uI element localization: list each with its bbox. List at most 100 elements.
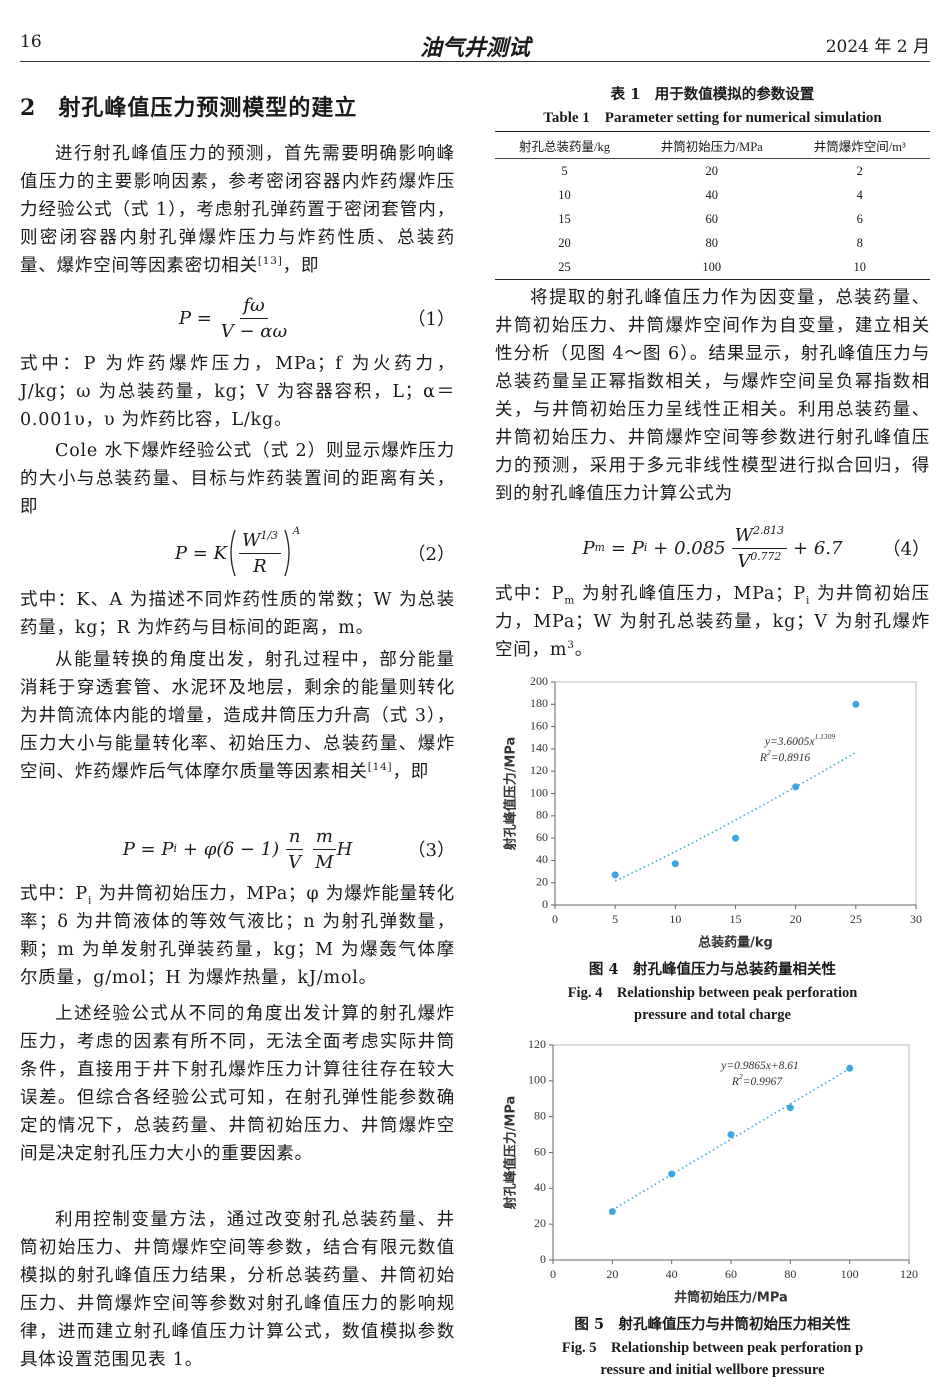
paren — [230, 529, 236, 577]
data-point — [852, 700, 860, 708]
y-tick-label: 180 — [530, 696, 548, 710]
table-cell: 2 — [856, 163, 863, 178]
table-cell: 25 — [495, 255, 634, 280]
fraction: W2.813 V0.772 — [731, 523, 788, 572]
annotation-exponent: 1.1309 — [814, 732, 835, 741]
y-tick-label: 100 — [528, 1073, 546, 1087]
text-run: Cole 水下爆炸经验公式（式 2）则显示爆炸压力的大小与总装药量、目标与炸药装… — [20, 441, 455, 517]
annotation-exponent: 2 — [767, 748, 771, 757]
data-point — [727, 1131, 735, 1139]
trendline — [611, 1067, 851, 1211]
table-cell: 15 — [558, 211, 571, 226]
outer-exponent: A — [292, 526, 301, 537]
subscript: i — [805, 594, 811, 607]
header-row: 射孔总装药量/kg 井筒初始压力/MPa 井筒爆炸空间/m³ — [495, 131, 930, 159]
y-tick-label: 60 — [534, 1144, 546, 1158]
table-cell: 5 — [561, 163, 568, 178]
paragraph: 式中：K、A 为描述不同炸药性质的常数；W 为总装药量，kg；R 为炸药与目标间… — [20, 586, 455, 642]
data-point — [786, 1104, 794, 1112]
parameter-table: 射孔总装药量/kg 井筒初始压力/MPa 井筒爆炸空间/m³ 5 20 2 10 40 4 15 6… — [495, 131, 930, 280]
text-run: 式中：P — [20, 884, 88, 904]
shape — [284, 529, 290, 577]
paragraph: 式中：Pi 为井筒初始压力，MPa；φ 为爆炸能量转化率；δ 为井筒液体的等效气… — [20, 880, 455, 992]
text-run: ，即 — [282, 256, 320, 276]
text-run: 为井筒初始压力，MPa；W 为射孔总装药量，kg；V 为射孔爆炸空间，m — [495, 584, 930, 660]
chart: 0 20 40 60 80 100 120 140 160 180 200 0 5 10 15 20 25 30 总… — [503, 674, 923, 951]
x-tick-label: 0 — [550, 1267, 556, 1281]
numerator: fω — [240, 295, 268, 319]
paren — [284, 529, 290, 577]
x-tick-label: 100 — [841, 1267, 859, 1281]
y-tick-label: 80 — [536, 808, 548, 822]
column-header: 射孔总装药量/kg — [495, 131, 634, 159]
section-heading: 2 射孔峰值压力预测模型的建立 — [20, 90, 357, 122]
x-tick-label: 15 — [730, 912, 742, 926]
annotation-text: y=0.9865x+8.61 — [720, 1060, 798, 1072]
caption-line: pressure and total charge — [634, 1007, 791, 1023]
superscript: 3 — [567, 639, 575, 652]
superscript: [13] — [257, 255, 283, 268]
table-cell: 20 — [705, 163, 719, 178]
chart: 0 20 40 60 80 100 120 0 20 40 60 80 100 120 井筒初始压力/MPa… — [503, 1037, 919, 1306]
text-run: 。 — [574, 640, 594, 660]
exponent: 0.772 — [750, 549, 782, 563]
y-tick-label: 0 — [542, 897, 548, 911]
y-tick-label: 40 — [536, 852, 548, 866]
y-tick-label: 100 — [530, 785, 548, 799]
x-tick-label: 80 — [784, 1267, 796, 1281]
table-caption-cn: 表 1 用于数值模拟的参数设置 — [610, 86, 815, 103]
journal-title: 油气井测试 — [419, 35, 530, 61]
x-tick-label: 30 — [910, 912, 922, 926]
shape — [230, 529, 236, 577]
table-row: 20 80 8 — [495, 231, 930, 255]
x-axis-label: 总装药量/kg — [698, 935, 773, 951]
equation-number: （3） — [407, 840, 455, 861]
equation-number: （2） — [407, 544, 455, 565]
table-caption-en: Table 1 Parameter setting for numerical … — [543, 110, 882, 126]
caption-line: Fig. 4 Relationship between peak perfora… — [567, 985, 858, 1001]
eq-lhs: P = P — [122, 838, 174, 860]
eq-middle: + φ(δ − 1) — [182, 838, 280, 860]
caption-line: ressure and initial wellbore pressure — [600, 1362, 825, 1378]
equation-number: （4） — [882, 539, 930, 560]
table-cell: 6 — [856, 211, 863, 226]
denominator: V — [288, 851, 302, 873]
text-run: 为井筒初始压力，MPa；φ 为爆炸能量转化率；δ 为井筒液体的等效气液比；n 为… — [20, 884, 455, 988]
x-tick-label: 120 — [900, 1267, 918, 1281]
x-tick-label: 5 — [612, 912, 618, 926]
trend-equation: y=3.6005x1.1309 — [764, 732, 835, 748]
numerator-base: W — [241, 529, 261, 551]
paragraph: 式中：Pm 为射孔峰值压力，MPa；Pi 为井筒初始压力，MPa；W 为射孔总装… — [495, 580, 930, 664]
fraction: W1/3 R — [238, 529, 281, 577]
table-row: 10 40 4 — [495, 183, 930, 207]
y-tick-label: 140 — [530, 741, 548, 755]
x-tick-label: 60 — [725, 1267, 737, 1281]
y-tick-label: 40 — [534, 1180, 546, 1194]
column-header: 井筒爆炸空间/m³ — [789, 131, 930, 159]
annotation-text: R — [759, 752, 767, 764]
y-tick-label: 120 — [528, 1037, 546, 1051]
exponent: 2.813 — [753, 523, 785, 537]
x-tick-label: 25 — [850, 912, 862, 926]
table-cell: 40 — [705, 187, 719, 202]
superscript: [14] — [367, 761, 393, 774]
text-run: ，即 — [392, 762, 430, 782]
y-tick-label: 60 — [536, 830, 548, 844]
eq-lhs: P = K — [174, 542, 227, 564]
equation-number: （1） — [407, 309, 455, 330]
table-cell: 60 — [705, 211, 719, 226]
paragraph: 将提取的射孔峰值压力作为因变量，总装药量、井筒初始压力、井筒爆炸空间作为自变量，… — [495, 284, 930, 508]
data-point — [671, 860, 679, 868]
trend-equation: R2=0.8916 — [759, 748, 810, 764]
equation: P = fω V − αω （1） — [20, 292, 455, 344]
x-tick-label: 40 — [666, 1267, 678, 1281]
eq-lhs: P = — [178, 307, 212, 329]
fraction: fω V − αω — [218, 295, 290, 342]
text-run: 为射孔峰值压力，MPa；P — [575, 584, 806, 604]
text-run: 式中：P — [495, 584, 565, 604]
numerator-base: W — [734, 524, 754, 546]
